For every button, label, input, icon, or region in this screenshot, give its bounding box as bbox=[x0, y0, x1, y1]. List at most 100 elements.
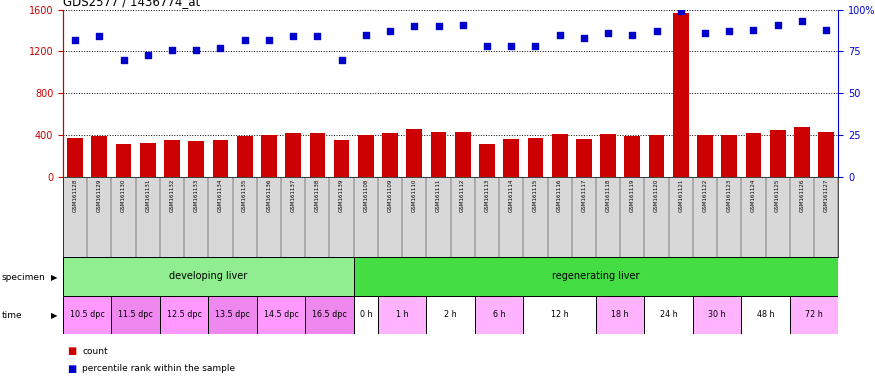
Text: GSM161129: GSM161129 bbox=[97, 179, 102, 212]
Point bbox=[214, 45, 228, 51]
Point bbox=[189, 46, 203, 53]
Text: GSM161135: GSM161135 bbox=[242, 179, 248, 212]
Text: ▶: ▶ bbox=[51, 311, 57, 320]
Bar bbox=[92, 136, 108, 177]
Bar bbox=[552, 134, 568, 177]
Bar bbox=[770, 130, 786, 177]
Text: 48 h: 48 h bbox=[757, 310, 774, 319]
Bar bbox=[480, 144, 495, 177]
Text: 2 h: 2 h bbox=[444, 310, 457, 319]
Text: GSM161115: GSM161115 bbox=[533, 179, 538, 212]
Bar bbox=[305, 296, 354, 334]
Bar bbox=[528, 138, 543, 177]
Text: percentile rank within the sample: percentile rank within the sample bbox=[82, 364, 235, 373]
Text: 12 h: 12 h bbox=[551, 310, 569, 319]
Bar bbox=[693, 296, 741, 334]
Bar bbox=[354, 257, 838, 296]
Text: 11.5 dpc: 11.5 dpc bbox=[118, 310, 153, 319]
Text: ■: ■ bbox=[67, 346, 77, 356]
Bar bbox=[261, 136, 276, 177]
Bar bbox=[818, 132, 834, 177]
Text: 12.5 dpc: 12.5 dpc bbox=[166, 310, 201, 319]
Bar bbox=[208, 296, 257, 334]
Text: 24 h: 24 h bbox=[660, 310, 677, 319]
Bar bbox=[790, 296, 838, 334]
Text: 13.5 dpc: 13.5 dpc bbox=[215, 310, 250, 319]
Bar bbox=[354, 296, 378, 334]
Text: time: time bbox=[2, 311, 23, 320]
Bar bbox=[285, 133, 301, 177]
Point bbox=[528, 43, 542, 50]
Bar bbox=[475, 296, 523, 334]
Point bbox=[383, 28, 397, 35]
Text: GSM161130: GSM161130 bbox=[121, 179, 126, 212]
Bar bbox=[310, 133, 326, 177]
Bar bbox=[741, 296, 790, 334]
Point bbox=[674, 8, 688, 14]
Point bbox=[141, 51, 155, 58]
Text: GSM161109: GSM161109 bbox=[388, 179, 393, 212]
Bar bbox=[213, 140, 228, 177]
Point bbox=[480, 43, 494, 50]
Bar bbox=[116, 144, 131, 177]
Bar bbox=[63, 296, 111, 334]
Bar bbox=[697, 136, 713, 177]
Text: GDS2577 / 1436774_at: GDS2577 / 1436774_at bbox=[63, 0, 200, 8]
Text: GSM161119: GSM161119 bbox=[630, 179, 635, 212]
Point bbox=[722, 28, 736, 35]
Text: 14.5 dpc: 14.5 dpc bbox=[263, 310, 298, 319]
Point bbox=[165, 46, 179, 53]
Bar bbox=[237, 136, 253, 177]
Text: 10.5 dpc: 10.5 dpc bbox=[70, 310, 105, 319]
Bar bbox=[406, 129, 422, 177]
Text: GSM161116: GSM161116 bbox=[557, 179, 562, 212]
Bar bbox=[160, 296, 208, 334]
Text: GSM161126: GSM161126 bbox=[800, 179, 804, 212]
Text: GSM161121: GSM161121 bbox=[678, 179, 683, 212]
Point bbox=[68, 36, 82, 43]
Text: 16.5 dpc: 16.5 dpc bbox=[312, 310, 346, 319]
Text: GSM161110: GSM161110 bbox=[412, 179, 416, 212]
Point bbox=[626, 31, 640, 38]
Text: developing liver: developing liver bbox=[169, 271, 248, 281]
Bar bbox=[430, 132, 446, 177]
Bar bbox=[257, 296, 305, 334]
Text: GSM161111: GSM161111 bbox=[436, 179, 441, 212]
Text: GSM161112: GSM161112 bbox=[460, 179, 466, 212]
Bar bbox=[644, 296, 693, 334]
Bar bbox=[576, 139, 592, 177]
Bar bbox=[67, 138, 83, 177]
Point bbox=[431, 23, 445, 30]
Bar bbox=[600, 134, 616, 177]
Point bbox=[359, 31, 373, 38]
Text: 30 h: 30 h bbox=[709, 310, 726, 319]
Point bbox=[238, 36, 252, 43]
Text: GSM161134: GSM161134 bbox=[218, 179, 223, 212]
Point bbox=[746, 26, 760, 33]
Text: count: count bbox=[82, 347, 108, 356]
Point bbox=[649, 28, 663, 35]
Point bbox=[286, 33, 300, 40]
Point bbox=[262, 36, 276, 43]
Text: GSM161128: GSM161128 bbox=[73, 179, 78, 212]
Point bbox=[311, 33, 325, 40]
Point bbox=[116, 56, 130, 63]
Bar bbox=[625, 136, 640, 177]
Point bbox=[819, 26, 833, 33]
Text: GSM161122: GSM161122 bbox=[703, 179, 708, 212]
Text: 18 h: 18 h bbox=[612, 310, 629, 319]
Text: GSM161131: GSM161131 bbox=[145, 179, 150, 212]
Bar bbox=[746, 133, 761, 177]
Text: 0 h: 0 h bbox=[360, 310, 372, 319]
Bar bbox=[794, 126, 809, 177]
Text: GSM161113: GSM161113 bbox=[485, 179, 489, 212]
Bar bbox=[382, 133, 398, 177]
Text: GSM161138: GSM161138 bbox=[315, 179, 320, 212]
Text: GSM161123: GSM161123 bbox=[727, 179, 732, 212]
Point bbox=[504, 43, 518, 50]
Text: specimen: specimen bbox=[2, 273, 45, 282]
Text: GSM161136: GSM161136 bbox=[266, 179, 271, 212]
Text: GSM161137: GSM161137 bbox=[290, 179, 296, 212]
Text: GSM161133: GSM161133 bbox=[193, 179, 199, 212]
Text: GSM161139: GSM161139 bbox=[340, 179, 344, 212]
